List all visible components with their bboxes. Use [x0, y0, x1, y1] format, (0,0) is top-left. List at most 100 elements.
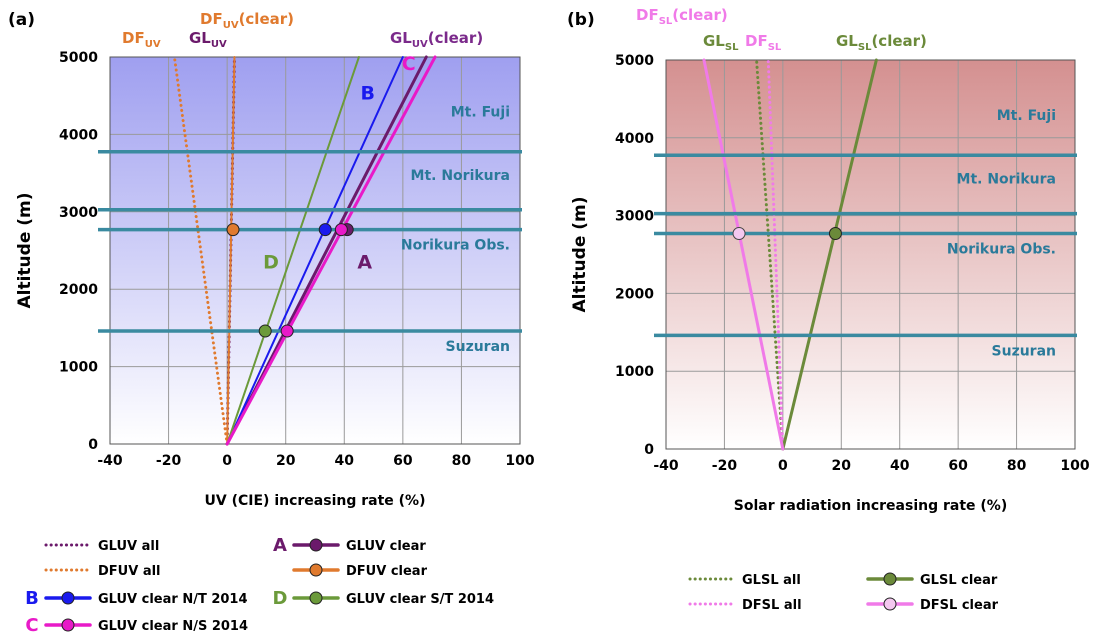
y-tick-label: 0 — [644, 442, 654, 458]
legend-entry-gluv-clear-s-t-2014: D GLUV clear S/T 2014 — [273, 588, 494, 609]
series-line-glsl-clear — [781, 58, 878, 451]
legend-label-gluv-clear-s-t-2014: GLUV clear S/T 2014 — [346, 592, 494, 607]
legend-entry-gluv-clear: A GLUV clear — [273, 535, 426, 556]
reference-lines: Mt. Fuji Mt. Norikura Norikura Obs. Suzuran — [98, 105, 522, 355]
legend-label-dfsl-clear: DFSL clear — [920, 598, 999, 613]
panel-a: -40 -20 0 20 40 60 80 100010002000300040005000U… — [8, 10, 535, 509]
legend-tag-c: C — [25, 615, 38, 634]
x-tick-label: 60 — [393, 453, 413, 469]
series-line-dfuv-clear — [226, 56, 236, 445]
legend-marker-gluv-clear-n-t-2014 — [61, 591, 75, 605]
x-tick-label: -40 — [653, 458, 679, 474]
x-tick-label: 0 — [778, 458, 788, 474]
marker-gluv-clear-n-t-2014-0 — [318, 223, 332, 237]
panel-label: (a) — [8, 10, 35, 30]
legend-entry-glsl-clear: GLSL clear — [866, 572, 998, 588]
curve-tag-d: D — [263, 251, 279, 273]
x-tick-label: 100 — [1060, 458, 1089, 474]
x-tick-label: 60 — [948, 458, 968, 474]
x-tick-label: -20 — [712, 458, 738, 474]
legend-entry-glsl-all: GLSL all — [688, 573, 801, 588]
legend-entry-dfsl-clear: DFSL clear — [866, 597, 999, 613]
legend-label-gluv-clear-n-t-2014: GLUV clear N/T 2014 — [98, 592, 248, 607]
markers — [226, 223, 354, 338]
y-tick-label: 5000 — [59, 50, 98, 66]
y-tick-label: 3000 — [615, 209, 654, 225]
legend-entry-gluv-clear-n-s-2014: C GLUV clear N/S 2014 — [25, 615, 248, 634]
x-tick-label: -20 — [156, 453, 182, 469]
x-axis-title: Solar radiation increasing rate (%) — [734, 498, 1007, 514]
legend-label-gluv-all: GLUV all — [98, 539, 159, 554]
legend-marker-gluv-clear-n-s-2014 — [61, 618, 75, 632]
series-line-dfsl-all — [766, 58, 785, 451]
y-tick-label: 0 — [88, 437, 98, 453]
series-line-gluv-clear-s-t-2014 — [226, 56, 360, 445]
series — [172, 55, 437, 446]
markers — [732, 226, 842, 240]
legend-label-glsl-clear: GLSL clear — [920, 573, 998, 588]
line-label-gluv-clear: GLUV(clear) — [390, 29, 483, 50]
line-label-glsl-clear: GLSL(clear) — [836, 32, 927, 53]
legend-marker-gluv-clear-s-t-2014 — [309, 591, 323, 605]
y-tick-label: 1000 — [59, 360, 98, 376]
panel-b: -40 -20 0 20 40 60 80 100010002000300040005000S… — [567, 6, 1090, 514]
legend-entry-gluv-all: GLUV all — [44, 539, 159, 554]
reference-label-norikura-obs: Norikura Obs. — [401, 238, 510, 254]
y-tick-label: 4000 — [59, 127, 98, 143]
curve-tag-a: A — [357, 251, 372, 273]
plot-frame — [665, 59, 1076, 450]
legend-label-glsl-all: GLSL all — [742, 573, 801, 588]
y-tick-label: 5000 — [615, 53, 654, 69]
x-tick-label: -40 — [97, 453, 123, 469]
x-axis-title: UV (CIE) increasing rate (%) — [205, 493, 426, 509]
marker-glsl-clear-0 — [828, 226, 842, 240]
marker-dfsl-clear-0 — [732, 226, 746, 240]
legend-label-dfsl-all: DFSL all — [742, 598, 802, 613]
line-label-dfuv: DFUV — [122, 29, 161, 50]
legend-label-dfuv-clear: DFUV clear — [346, 564, 428, 579]
marker-gluv-clear-n-s-2014-1 — [280, 324, 294, 338]
series-line-dfuv-all — [172, 55, 229, 446]
line-label-gluv: GLUV — [189, 29, 227, 50]
x-tick-label: 40 — [890, 458, 910, 474]
x-tick-label: 20 — [276, 453, 296, 469]
legend-b: GLSL all GLSL clear DFSL all DFSL clear — [688, 572, 999, 613]
reference-label-mt-fuji: Mt. Fuji — [997, 108, 1056, 124]
series-line-gluv-clear-n-t-2014 — [226, 56, 404, 445]
x-tick-label: 100 — [505, 453, 534, 469]
line-label-dfuv-clear: DFUV(clear) — [200, 10, 294, 31]
x-tick-label: 0 — [222, 453, 232, 469]
panel-label: (b) — [567, 10, 595, 30]
reference-label-suzuran: Suzuran — [992, 343, 1056, 359]
y-tick-label: 4000 — [615, 131, 654, 147]
legend-label-gluv-clear: GLUV clear — [346, 539, 426, 554]
legend-entry-dfsl-all: DFSL all — [688, 598, 802, 613]
y-tick-label: 1000 — [615, 364, 654, 380]
reference-label-suzuran: Suzuran — [446, 339, 510, 355]
curve-tag-b: B — [360, 83, 374, 105]
y-tick-label: 3000 — [59, 205, 98, 221]
reference-label-mt-norikura: Mt. Norikura — [957, 172, 1056, 188]
legend-label-dfuv-all: DFUV all — [98, 564, 161, 579]
x-tick-label: 40 — [335, 453, 355, 469]
legend-a: GLUV all A GLUV clear DFUV all DFUV clear B GL… — [25, 535, 494, 634]
plot-background — [666, 60, 1075, 449]
series — [702, 58, 878, 451]
y-tick-label: 2000 — [59, 282, 98, 298]
legend-marker-gluv-clear — [309, 538, 323, 552]
legend-marker-dfuv-clear — [309, 563, 323, 577]
legend-marker-dfsl-clear — [883, 597, 897, 611]
y-axis-title: Altitude (m) — [570, 196, 590, 312]
curve-tag-c: C — [402, 53, 416, 75]
y-tick-label: 2000 — [615, 286, 654, 302]
x-tick-label: 80 — [1007, 458, 1027, 474]
series-line-glsl-all — [755, 58, 785, 451]
legend-label-gluv-clear-n-s-2014: GLUV clear N/S 2014 — [98, 619, 248, 634]
reference-label-mt-norikura: Mt. Norikura — [411, 168, 510, 184]
legend-marker-glsl-clear — [883, 572, 897, 586]
marker-dfuv-clear-0 — [226, 223, 240, 237]
legend-entry-dfuv-all: DFUV all — [44, 564, 161, 579]
line-label-dfsl-clear: DFSL(clear) — [636, 6, 728, 27]
reference-label-norikura-obs: Norikura Obs. — [947, 241, 1056, 257]
